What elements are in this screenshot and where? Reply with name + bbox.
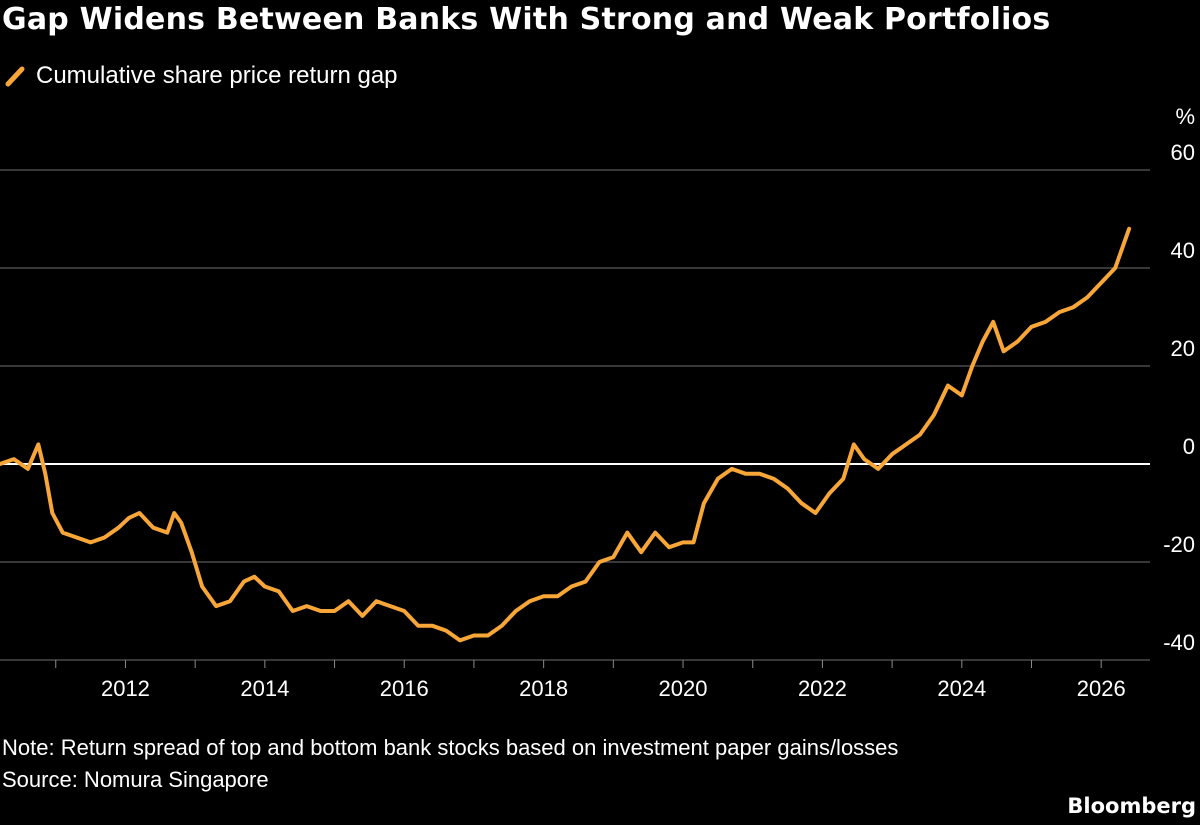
bloomberg-logo: Bloomberg — [1067, 794, 1196, 818]
x-tick-label: 2014 — [240, 676, 289, 701]
legend: Cumulative share price return gap — [4, 62, 398, 90]
y-tick-label: 40 — [1171, 238, 1195, 263]
x-tick-label: 2016 — [380, 676, 429, 701]
legend-swatch-icon — [5, 66, 25, 87]
x-tick-label: 2024 — [937, 676, 986, 701]
x-tick-label: 2022 — [798, 676, 847, 701]
y-tick-label: 0 — [1183, 434, 1195, 459]
source-text: Source: Nomura Singapore — [2, 767, 269, 792]
x-tick-label: 2026 — [1077, 676, 1126, 701]
gridlines — [0, 169, 1150, 661]
note-text: Note: Return spread of top and bottom ba… — [2, 735, 899, 760]
x-tick-label: 2018 — [519, 676, 568, 701]
x-tick-label: 2020 — [659, 676, 708, 701]
series-line-return-gap — [0, 226, 1132, 643]
chart-title: Gap Widens Between Banks With Strong and… — [2, 2, 1051, 37]
y-tick-label: 60 — [1171, 140, 1195, 165]
y-axis-unit-label: % — [1175, 104, 1195, 129]
x-axis-ticks: 2012 2014 2016 2018 2020 2022 2024 2026 — [55, 660, 1126, 701]
footnotes: Note: Return spread of top and bottom ba… — [2, 732, 898, 796]
y-tick-label: 20 — [1171, 336, 1195, 361]
y-tick-label: -40 — [1163, 630, 1195, 655]
series-lines — [0, 226, 1132, 643]
x-tick-label: 2012 — [101, 676, 150, 701]
y-tick-label: -20 — [1163, 532, 1195, 557]
legend-label: Cumulative share price return gap — [36, 62, 398, 89]
y-axis-ticks: % 60 40 20 0 -20 -40 — [1163, 104, 1195, 655]
